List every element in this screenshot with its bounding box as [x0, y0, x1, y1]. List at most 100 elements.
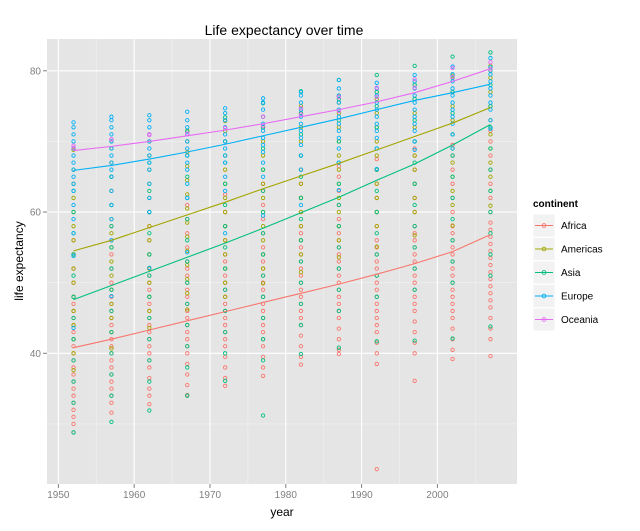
- point-europe: [412, 139, 417, 144]
- point-africa: [450, 245, 455, 250]
- point-europe: [71, 202, 76, 208]
- point-europe: [71, 325, 76, 331]
- point-africa: [222, 337, 228, 342]
- point-americas: [298, 224, 304, 229]
- point-europe: [109, 139, 114, 144]
- chart-title: Life expectancy over time: [205, 22, 364, 38]
- point-asia: [412, 245, 417, 250]
- point-americas: [147, 280, 152, 285]
- point-africa: [222, 383, 228, 388]
- point-americas: [147, 308, 152, 314]
- point-africa: [71, 386, 76, 391]
- point-europe: [109, 125, 114, 130]
- point-africa: [488, 139, 493, 144]
- point-americas: [185, 206, 190, 211]
- point-americas: [71, 238, 76, 243]
- x-tick-label: 1950: [47, 490, 70, 501]
- point-europe: [412, 147, 417, 153]
- point-africa: [450, 266, 455, 271]
- point-americas: [336, 167, 342, 172]
- point-oceania: [147, 132, 152, 138]
- point-africa: [412, 319, 417, 324]
- point-africa: [260, 322, 266, 328]
- point-europe: [185, 109, 190, 114]
- point-europe: [450, 64, 455, 69]
- point-asia: [336, 224, 342, 229]
- point-europe: [222, 106, 228, 111]
- point-americas: [185, 307, 190, 312]
- point-oceania: [412, 85, 417, 90]
- point-europe: [260, 174, 266, 179]
- point-americas: [450, 188, 455, 194]
- point-europe: [298, 142, 304, 148]
- point-americas: [336, 209, 342, 215]
- point-americas: [336, 255, 342, 260]
- point-africa: [374, 266, 379, 271]
- point-europe: [147, 160, 152, 165]
- point-europe: [450, 114, 455, 119]
- point-asia: [412, 287, 417, 292]
- point-asia: [450, 336, 455, 341]
- point-africa: [71, 414, 76, 420]
- point-oceania: [374, 85, 379, 90]
- point-europe: [412, 114, 417, 119]
- point-europe: [260, 107, 266, 112]
- point-europe: [222, 132, 228, 137]
- point-oceania: [71, 143, 76, 148]
- point-asia: [109, 329, 114, 335]
- point-europe: [109, 153, 114, 158]
- point-americas: [109, 231, 114, 236]
- point-africa: [412, 146, 417, 151]
- point-africa: [336, 347, 342, 352]
- point-americas: [298, 269, 304, 275]
- point-asia: [488, 273, 493, 278]
- point-asia: [109, 245, 114, 250]
- point-europe: [222, 111, 228, 116]
- point-asia: [336, 345, 342, 350]
- point-asia: [147, 358, 152, 363]
- y-tick-label: 80: [30, 66, 42, 77]
- point-asia: [412, 181, 417, 186]
- point-americas: [336, 238, 342, 243]
- point-europe: [222, 146, 228, 151]
- point-europe: [412, 72, 417, 78]
- point-americas: [260, 238, 266, 243]
- point-africa: [336, 351, 342, 357]
- point-europe: [298, 202, 304, 208]
- point-asia: [222, 329, 228, 335]
- point-europe: [412, 128, 417, 133]
- legend-title: continent: [533, 199, 579, 210]
- point-africa: [147, 365, 152, 370]
- point-asia: [222, 202, 228, 208]
- point-africa: [374, 315, 379, 321]
- point-africa: [412, 273, 417, 278]
- point-americas: [71, 308, 76, 314]
- point-africa: [298, 354, 304, 360]
- point-europe: [109, 132, 114, 137]
- point-europe: [374, 135, 379, 141]
- point-africa: [260, 344, 266, 349]
- point-africa: [488, 153, 493, 158]
- point-asia: [71, 400, 76, 405]
- point-americas: [374, 195, 379, 201]
- point-africa: [450, 308, 455, 314]
- point-europe: [147, 146, 152, 151]
- point-asia: [488, 209, 493, 215]
- point-oceania: [71, 145, 76, 150]
- point-africa: [412, 231, 417, 236]
- point-asia: [185, 365, 190, 370]
- point-europe: [298, 167, 304, 172]
- point-africa: [298, 245, 304, 250]
- point-asia: [374, 188, 379, 194]
- trend-line-asia: [73, 123, 491, 301]
- point-americas: [488, 132, 493, 137]
- point-africa: [222, 344, 228, 349]
- trend-lines: [73, 68, 491, 349]
- point-americas: [260, 181, 266, 186]
- point-africa: [109, 280, 114, 285]
- point-asia: [298, 259, 304, 264]
- point-asia: [185, 393, 190, 398]
- point-africa: [488, 337, 493, 342]
- point-asia: [71, 337, 76, 342]
- point-asia: [185, 216, 190, 222]
